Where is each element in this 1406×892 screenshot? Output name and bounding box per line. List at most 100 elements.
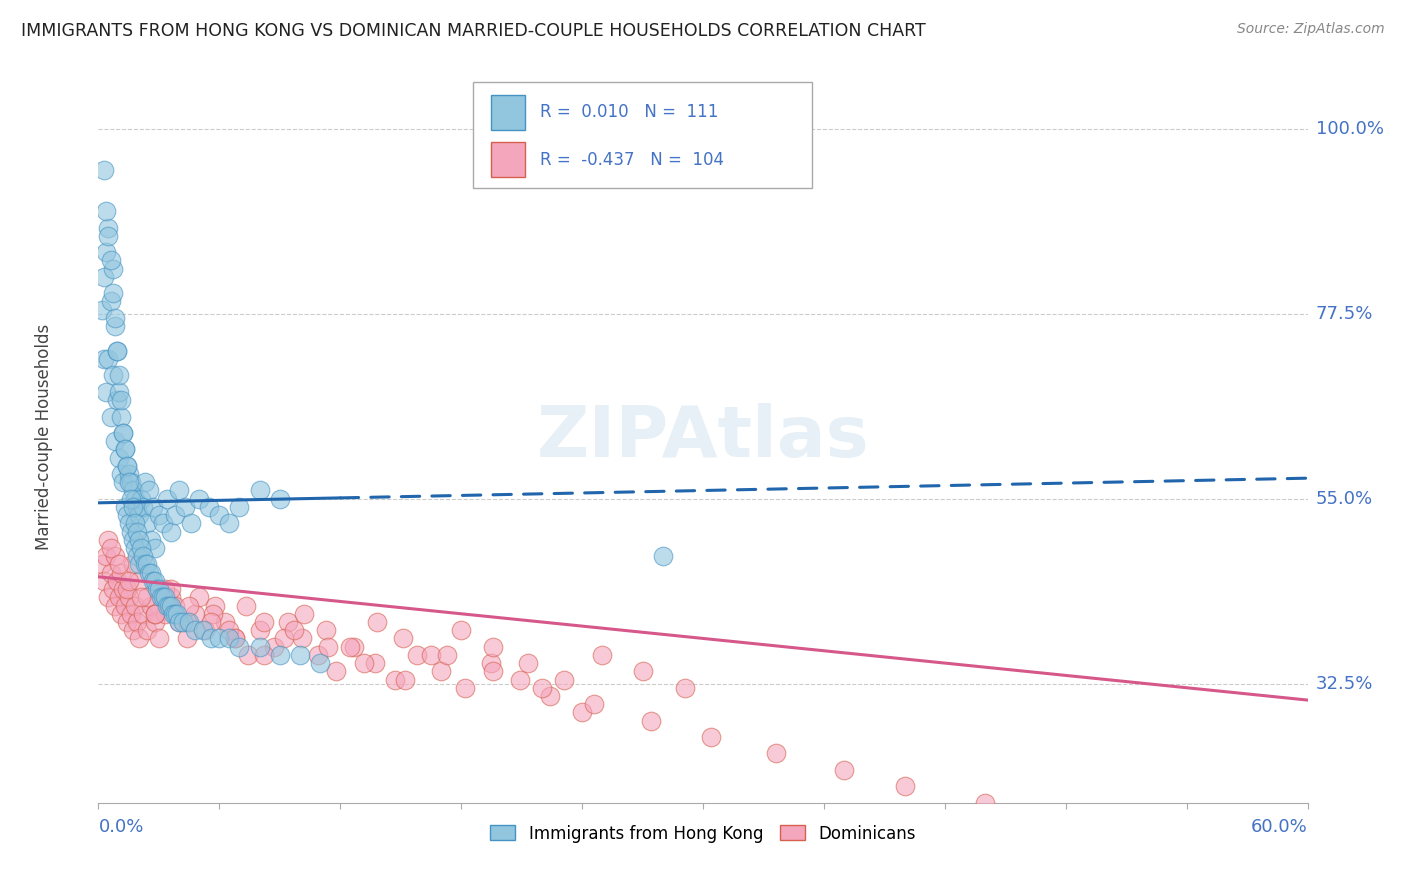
Point [120,475,142,490]
Point [114,442,136,457]
Point [120,607,142,621]
Point [110,393,132,408]
Point [93,574,115,588]
Point [163,607,186,621]
Point [179,599,201,613]
Text: Married-couple Households: Married-couple Households [35,324,53,550]
Point [315,624,337,638]
Point [553,673,575,687]
Point [100,294,122,309]
Point [583,697,606,711]
Point [121,558,143,572]
Point [156,599,179,613]
Point [391,632,413,646]
Point [394,673,416,687]
Point [420,648,443,662]
Point [105,343,128,358]
Point [100,566,122,580]
Point [235,599,257,613]
Point [124,491,146,506]
Point [93,269,115,284]
Point [114,442,136,457]
Point [156,491,179,506]
Point [249,640,271,654]
Point [430,665,453,679]
Point [249,483,271,498]
Point [269,491,291,506]
Point [135,591,157,605]
Point [204,599,226,613]
Point [224,632,246,646]
Point [288,648,311,662]
Point [128,508,150,523]
Text: R =  0.010   N =  111: R = 0.010 N = 111 [540,103,718,121]
Point [101,286,124,301]
Point [124,599,146,613]
Point [167,615,190,629]
Point [103,434,125,449]
Text: Source: ZipAtlas.com: Source: ZipAtlas.com [1237,22,1385,37]
Point [366,615,388,629]
Point [163,508,186,523]
Point [124,541,146,555]
Point [208,632,231,646]
Point [157,599,180,613]
Point [107,384,129,399]
Point [228,640,250,654]
Text: 55.0%: 55.0% [1316,490,1372,508]
Text: ZIPAtlas: ZIPAtlas [537,402,869,472]
Point [120,491,142,506]
Point [277,615,299,629]
Point [236,648,259,662]
Point [107,368,129,383]
Point [218,516,240,531]
Point [125,500,148,514]
Point [97,533,120,547]
Point [121,533,143,547]
Point [101,368,124,383]
Point [143,574,166,588]
Point [152,591,174,605]
Point [118,591,141,605]
Point [93,163,115,178]
Point [129,541,152,555]
Point [143,607,166,621]
Point [105,574,128,588]
Point [105,393,128,408]
Point [97,228,120,243]
Point [118,516,141,531]
Point [482,665,505,679]
Point [135,558,157,572]
Point [101,582,124,596]
Point [124,516,146,531]
Point [153,582,176,596]
Point [353,656,375,670]
Point [163,599,186,613]
Point [249,624,271,638]
Point [363,656,385,670]
Point [105,343,128,358]
Text: 60.0%: 60.0% [1251,818,1308,836]
Point [631,665,654,679]
Point [135,624,157,638]
Point [339,640,361,654]
Point [110,409,132,424]
Point [148,508,170,523]
Point [292,607,315,621]
Point [228,500,250,514]
Point [160,524,183,539]
Point [111,425,134,440]
Point [139,533,162,547]
Point [450,624,472,638]
Point [96,204,118,219]
Point [571,706,593,720]
Point [135,516,157,531]
Point [188,491,211,506]
Point [111,425,134,440]
Point [291,632,314,646]
Point [146,582,169,596]
Point [167,483,190,498]
Point [516,656,538,670]
Point [128,533,150,547]
Point [91,558,114,572]
